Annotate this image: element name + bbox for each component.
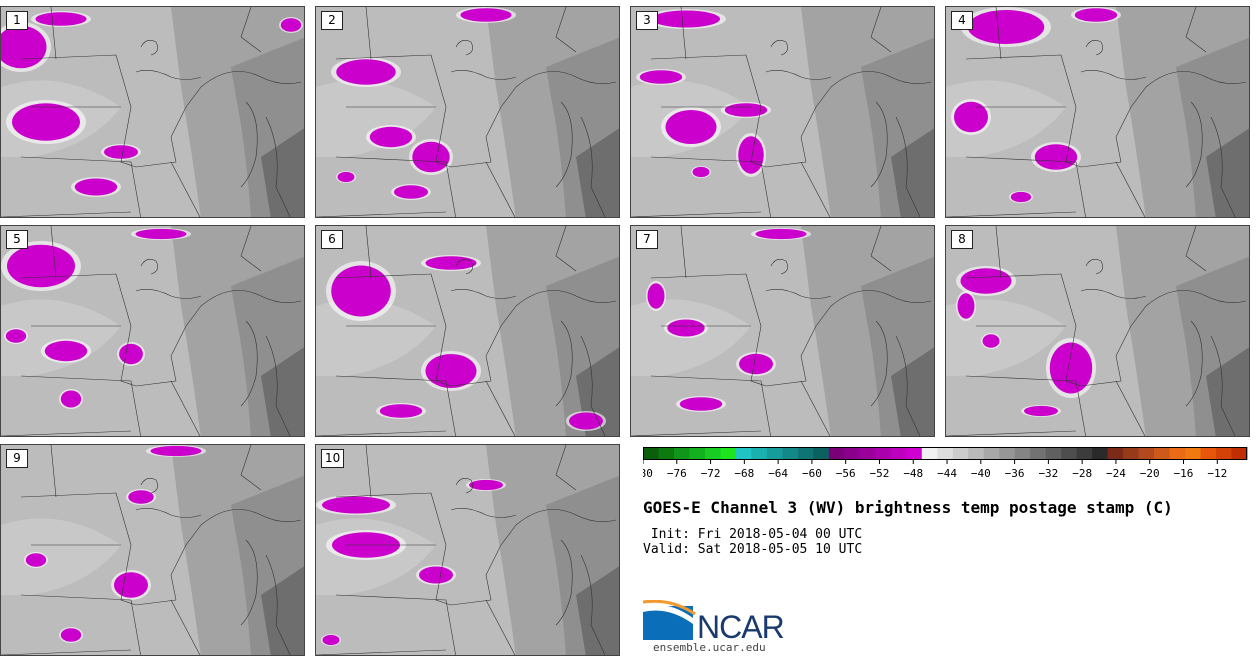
colorbar-segment: [751, 447, 768, 460]
colorbar-tick-label: −28: [1072, 467, 1092, 480]
colorbar-segment: [673, 447, 690, 460]
colorbar-tick-label: −68: [734, 467, 754, 480]
water-vapor-map: [316, 445, 619, 655]
water-vapor-map: [1, 445, 304, 655]
colorbar-segment: [766, 447, 783, 460]
colorbar-segment: [999, 447, 1016, 460]
water-vapor-map: [631, 226, 934, 436]
colorbar-tick-label: −60: [802, 467, 822, 480]
colorbar-segment: [782, 447, 799, 460]
map-panel-1: 1: [0, 6, 305, 218]
colorbar-tick-label: −48: [903, 467, 923, 480]
map-panel-10: 10: [315, 444, 620, 656]
panel-number: 9: [6, 449, 28, 468]
panel-number: 5: [6, 230, 28, 249]
colorbar-segment: [921, 447, 938, 460]
colorbar-segment: [1185, 447, 1202, 460]
colorbar-segment: [1107, 447, 1124, 460]
colorbar-segment: [828, 447, 845, 460]
map-panel-4: 4: [945, 6, 1250, 218]
logo-text: NCAR: [697, 609, 785, 645]
colorbar-segment: [1154, 447, 1171, 460]
colorbar-segment: [643, 447, 659, 460]
colorbar-segment: [1169, 447, 1186, 460]
logo-url: ensemble.ucar.edu: [653, 641, 766, 654]
map-panel-3: 3: [630, 6, 935, 218]
panel-number: 6: [321, 230, 343, 249]
colorbar-tick-label: −36: [1005, 467, 1025, 480]
colorbar-tick-label: −12: [1207, 467, 1227, 480]
colorbar-tick-label: −64: [768, 467, 788, 480]
colorbar-segment: [952, 447, 969, 460]
panel-number: 7: [636, 230, 658, 249]
colorbar-segment: [1076, 447, 1093, 460]
colorbar-tick-label: −52: [870, 467, 890, 480]
colorbar-segment: [1030, 447, 1047, 460]
colorbar-segment: [1123, 447, 1140, 460]
colorbar-outline: [643, 447, 1247, 460]
colorbar-segment: [983, 447, 1000, 460]
colorbar-segment: [735, 447, 752, 460]
colorbar-tick-label: −20: [1140, 467, 1160, 480]
colorbar-segment: [890, 447, 907, 460]
map-panel-7: 7: [630, 225, 935, 437]
colorbar-segment: [844, 447, 861, 460]
colorbar-segment: [720, 447, 737, 460]
colorbar-segment: [937, 447, 954, 460]
water-vapor-map: [946, 226, 1249, 436]
valid-time: Valid: Sat 2018-05-05 10 UTC: [643, 542, 863, 557]
colorbar-segment: [859, 447, 876, 460]
map-panel-6: 6: [315, 225, 620, 437]
colorbar-tick-label: −32: [1038, 467, 1058, 480]
colorbar-tick-label: −80: [643, 467, 653, 480]
colorbar-tick-label: −72: [701, 467, 721, 480]
colorbar-segment: [1200, 447, 1217, 460]
colorbar-segment: [797, 447, 814, 460]
panel-number: 8: [951, 230, 973, 249]
colorbar-tick-label: −24: [1106, 467, 1126, 480]
figure-title: GOES-E Channel 3 (WV) brightness temp po…: [643, 498, 1173, 517]
panel-number: 1: [6, 11, 28, 30]
colorbar-tick-label: −44: [937, 467, 957, 480]
water-vapor-map: [1, 7, 304, 217]
panel-number: 3: [636, 11, 658, 30]
colorbar-segment: [875, 447, 892, 460]
colorbar-segment: [1138, 447, 1155, 460]
colorbar-segment: [1014, 447, 1031, 460]
colorbar-segment: [813, 447, 830, 460]
colorbar-tick-label: −56: [836, 467, 856, 480]
water-vapor-map: [631, 7, 934, 217]
colorbar-segment: [689, 447, 706, 460]
colorbar-segment: [1092, 447, 1109, 460]
map-panel-5: 5: [0, 225, 305, 437]
colorbar-segment: [1216, 447, 1233, 460]
colorbar-segment: [906, 447, 923, 460]
water-vapor-map: [946, 7, 1249, 217]
water-vapor-map: [316, 7, 619, 217]
init-time: Init: Fri 2018-05-04 00 UTC: [643, 527, 863, 542]
panel-number: 10: [321, 449, 345, 468]
colorbar-tick-label: −16: [1174, 467, 1194, 480]
map-panel-8: 8: [945, 225, 1250, 437]
map-panel-9: 9: [0, 444, 305, 656]
map-panel-2: 2: [315, 6, 620, 218]
panel-number: 2: [321, 11, 343, 30]
colorbar-segment: [1045, 447, 1062, 460]
colorbar-segment: [658, 447, 675, 460]
water-vapor-map: [1, 226, 304, 436]
colorbar-segment: [1231, 447, 1248, 460]
panel-number: 4: [951, 11, 973, 30]
colorbar-segment: [1061, 447, 1078, 460]
colorbar-segment: [704, 447, 721, 460]
colorbar-tick-label: −76: [667, 467, 687, 480]
ncar-logo-icon: [643, 600, 696, 640]
water-vapor-map: [316, 226, 619, 436]
colorbar-segment: [968, 447, 985, 460]
colorbar-tick-label: −40: [971, 467, 991, 480]
colorbar: −80 −76 −72 −68 −64 −60 −56 −52 −48 −44 −40 −36 −32 −…: [643, 447, 1248, 480]
